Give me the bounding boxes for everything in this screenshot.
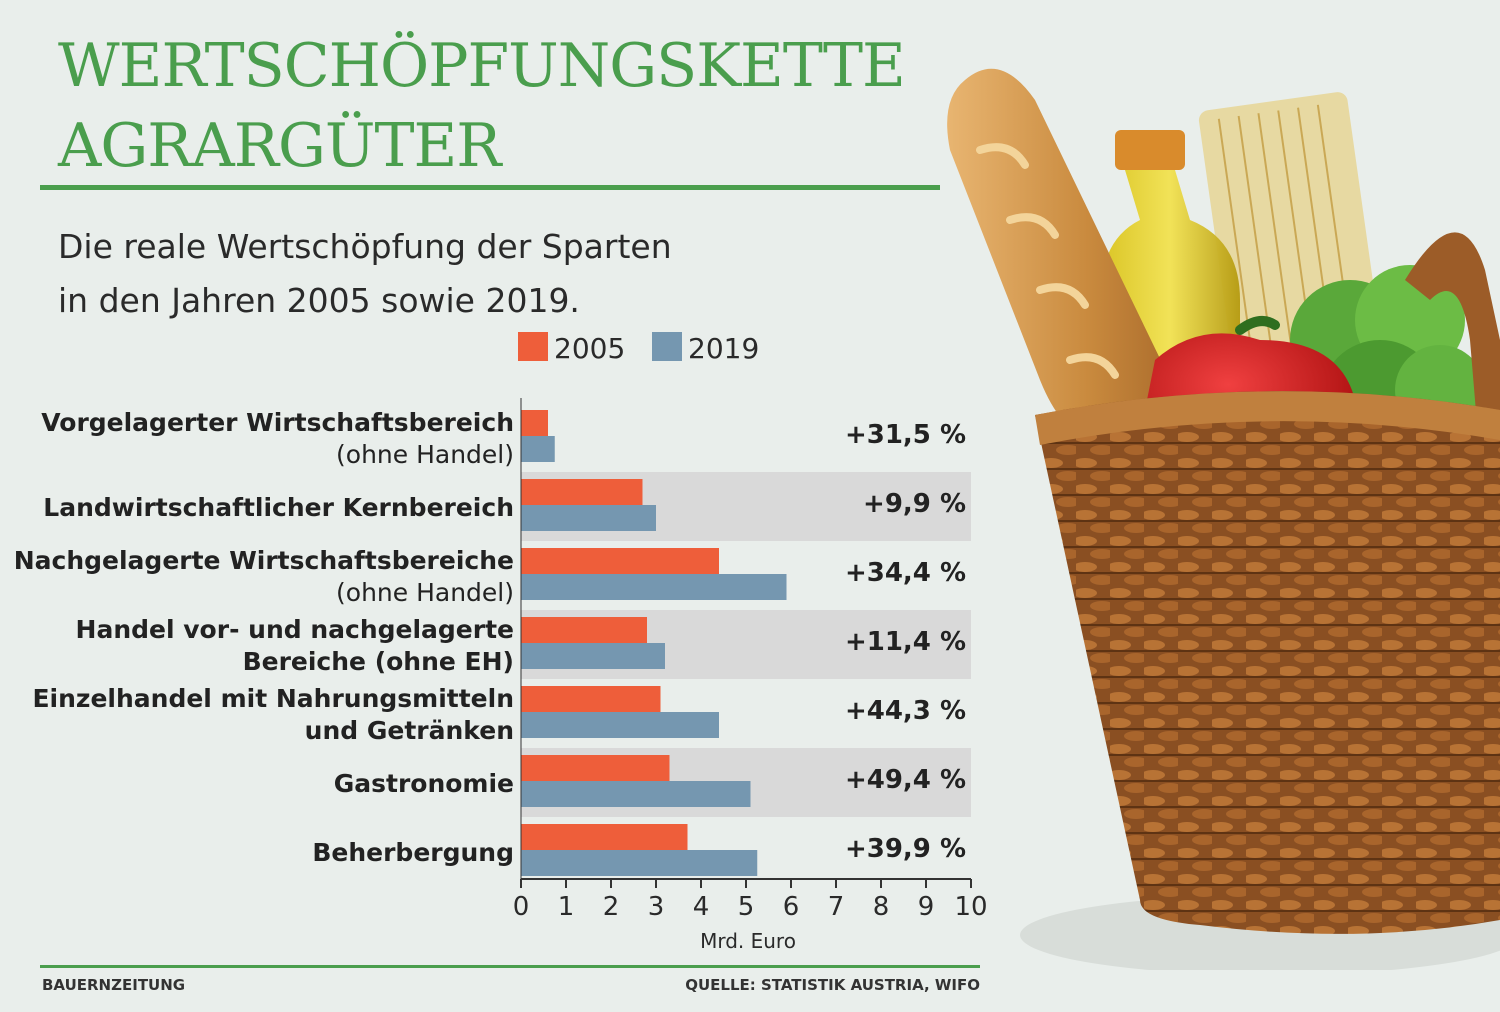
bar-2019-1 bbox=[521, 505, 656, 531]
category-label-2-1: (ohne Handel) bbox=[336, 578, 514, 607]
bar-2019-6 bbox=[521, 850, 758, 876]
category-label-4-0: Einzelhandel mit Nahrungsmitteln bbox=[32, 684, 514, 713]
x-tick-label-3: 3 bbox=[648, 892, 665, 922]
category-label-5-0: Gastronomie bbox=[334, 769, 514, 798]
x-tick-label-7: 7 bbox=[828, 892, 845, 922]
category-label-6-0: Beherbergung bbox=[312, 838, 514, 867]
title-line-2: AGRARGÜTER bbox=[58, 111, 501, 181]
change-label-2: +34,4 % bbox=[845, 558, 966, 588]
change-label-5: +49,4 % bbox=[845, 765, 966, 795]
category-label-4-1: und Getränken bbox=[305, 716, 514, 745]
bar-2005-3 bbox=[521, 617, 647, 643]
x-tick-label-0: 0 bbox=[513, 892, 530, 922]
bar-2005-6 bbox=[521, 824, 688, 850]
x-tick-label-8: 8 bbox=[873, 892, 890, 922]
category-label-0-1: (ohne Handel) bbox=[336, 440, 514, 469]
bar-2005-4 bbox=[521, 686, 661, 712]
subtitle: Die reale Wertschöpfung der Sparten in d… bbox=[58, 220, 818, 328]
subtitle-line-1: Die reale Wertschöpfung der Sparten bbox=[58, 227, 672, 266]
bar-2019-4 bbox=[521, 712, 719, 738]
bar-2005-2 bbox=[521, 548, 719, 574]
x-tick-label-1: 1 bbox=[558, 892, 575, 922]
source-label: QUELLE: STATISTIK AUSTRIA, WIFO bbox=[685, 976, 980, 994]
grocery-basket-illustration bbox=[947, 68, 1500, 970]
title-rule bbox=[40, 185, 940, 190]
page-title: WERTSCHÖPFUNGSKETTE AGRARGÜTER bbox=[58, 26, 958, 186]
legend-label-2019: 2019 bbox=[688, 332, 759, 365]
x-tick-label-4: 4 bbox=[693, 892, 710, 922]
footer-rule bbox=[40, 965, 980, 968]
baguette-icon bbox=[947, 68, 1183, 445]
bar-2005-1 bbox=[521, 479, 643, 505]
bar-2005-5 bbox=[521, 755, 670, 781]
x-tick-label-10: 10 bbox=[954, 892, 987, 922]
publisher-label: BAUERNZEITUNG bbox=[42, 976, 186, 994]
bar-2005-0 bbox=[521, 410, 548, 436]
category-label-3-1: Bereiche (ohne EH) bbox=[243, 647, 514, 676]
legend-swatch-2019 bbox=[652, 332, 682, 361]
category-label-3-0: Handel vor- und nachgelagerte bbox=[76, 615, 514, 644]
wicker-basket-icon bbox=[1035, 232, 1500, 934]
subtitle-line-2: in den Jahren 2005 sowie 2019. bbox=[58, 281, 580, 320]
change-label-6: +39,9 % bbox=[845, 834, 966, 864]
change-label-1: +9,9 % bbox=[863, 489, 966, 519]
x-tick-label-2: 2 bbox=[603, 892, 620, 922]
legend-swatch-2005 bbox=[518, 332, 548, 361]
x-tick-label-5: 5 bbox=[738, 892, 755, 922]
bar-2019-2 bbox=[521, 574, 787, 600]
bar-2019-0 bbox=[521, 436, 555, 462]
change-label-0: +31,5 % bbox=[845, 420, 966, 450]
legend-label-2005: 2005 bbox=[554, 332, 625, 365]
x-tick-label-6: 6 bbox=[783, 892, 800, 922]
title-line-1: WERTSCHÖPFUNGSKETTE bbox=[58, 31, 906, 101]
x-tick-label-9: 9 bbox=[918, 892, 935, 922]
bar-2019-5 bbox=[521, 781, 751, 807]
category-label-1-0: Landwirtschaftlicher Kernbereich bbox=[43, 493, 514, 522]
change-label-3: +11,4 % bbox=[845, 627, 966, 657]
category-label-0-0: Vorgelagerter Wirtschaftsbereich bbox=[41, 408, 514, 437]
x-axis-label: Mrd. Euro bbox=[700, 929, 796, 953]
bar-2019-3 bbox=[521, 643, 665, 669]
change-label-4: +44,3 % bbox=[845, 696, 966, 726]
category-label-2-0: Nachgelagerte Wirtschaftsbereiche bbox=[14, 546, 514, 575]
